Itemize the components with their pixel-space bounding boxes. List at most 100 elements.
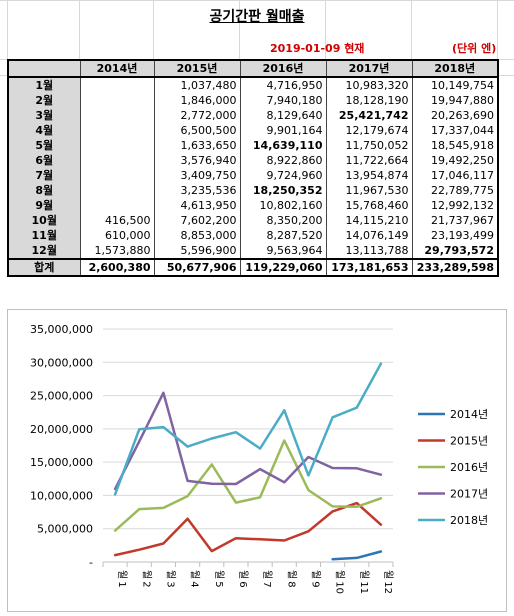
value-cell[interactable]: 11,722,664 (325, 153, 413, 168)
value-cell[interactable]: 10,149,754 (411, 77, 499, 93)
value-cell[interactable]: 5,596,900 (153, 243, 241, 259)
month-label-cell[interactable]: 1월 (7, 77, 81, 93)
value-cell[interactable]: 8,287,520 (239, 228, 327, 243)
value-cell[interactable]: 14,115,210 (325, 213, 413, 228)
header-cell[interactable]: 2017년 (325, 59, 413, 78)
value-cell[interactable]: 10,983,320 (325, 77, 413, 93)
header-cell[interactable]: 2014년 (79, 59, 155, 78)
value-cell[interactable]: 8,129,640 (239, 108, 327, 123)
header-cell[interactable]: 2015년 (153, 59, 241, 78)
value-cell[interactable]: 2,772,000 (153, 108, 241, 123)
value-cell[interactable]: 13,954,874 (325, 168, 413, 183)
gridline (153, 0, 154, 59)
month-label-cell[interactable]: 9월 (7, 198, 81, 213)
value-cell[interactable]: 14,639,110 (239, 138, 327, 153)
value-cell[interactable]: 50,677,906 (153, 258, 241, 277)
value-cell[interactable] (79, 77, 155, 93)
value-cell[interactable]: 21,737,967 (411, 213, 499, 228)
header-cell[interactable]: 2016년 (239, 59, 327, 78)
value-cell[interactable]: 22,789,775 (411, 183, 499, 198)
gridline (239, 0, 240, 59)
x-tick-number: 5 (213, 581, 224, 587)
table-row: 10월 416,500 7,602,200 8,350,200 14,115,210 21… (7, 213, 499, 228)
value-cell[interactable]: 3,409,750 (153, 168, 241, 183)
value-cell[interactable]: 8,922,860 (239, 153, 327, 168)
value-cell[interactable]: 9,724,960 (239, 168, 327, 183)
value-cell[interactable] (79, 198, 155, 213)
value-cell[interactable]: 3,235,536 (153, 183, 241, 198)
value-cell[interactable]: 1,633,650 (153, 138, 241, 153)
value-cell[interactable] (79, 153, 155, 168)
value-cell[interactable]: 7,940,180 (239, 93, 327, 108)
month-label-cell[interactable]: 4월 (7, 123, 81, 138)
value-cell[interactable]: 17,337,044 (411, 123, 499, 138)
series-line-4 (113, 391, 383, 491)
month-label-cell[interactable]: 11월 (7, 228, 81, 243)
value-cell[interactable] (79, 168, 155, 183)
month-label-cell[interactable]: 10월 (7, 213, 81, 228)
value-cell[interactable] (79, 93, 155, 108)
y-tick-label: 10,000,000 (30, 489, 93, 502)
month-label-cell[interactable]: 5월 (7, 138, 81, 153)
chart-object[interactable]: - 5,000,000 10,000,000 15,000,000 20,000,000… (7, 309, 507, 612)
value-cell[interactable]: 20,263,690 (411, 108, 499, 123)
value-cell[interactable]: 233,289,598 (411, 258, 499, 277)
value-cell[interactable]: 18,128,190 (325, 93, 413, 108)
value-cell[interactable]: 119,229,060 (239, 258, 327, 277)
value-cell[interactable]: 2,600,380 (79, 258, 155, 277)
value-cell[interactable]: 3,576,940 (153, 153, 241, 168)
total-label-cell[interactable]: 합계 (7, 258, 81, 277)
value-cell[interactable]: 8,350,200 (239, 213, 327, 228)
value-cell[interactable]: 29,793,572 (411, 243, 499, 259)
value-cell[interactable] (79, 123, 155, 138)
value-cell[interactable]: 23,193,499 (411, 228, 499, 243)
value-cell[interactable]: 4,613,950 (153, 198, 241, 213)
table-row: 1월 1,037,480 4,716,950 10,983,320 10,149,754 (7, 77, 499, 93)
value-cell[interactable]: 13,113,788 (325, 243, 413, 259)
month-label-cell[interactable]: 12월 (7, 243, 81, 259)
value-cell[interactable]: 9,563,964 (239, 243, 327, 259)
value-cell[interactable]: 12,992,132 (411, 198, 499, 213)
month-label-cell[interactable]: 6월 (7, 153, 81, 168)
month-label-cell[interactable]: 7월 (7, 168, 81, 183)
legend-entry: 2017년 (450, 488, 488, 501)
value-cell[interactable]: 610,000 (79, 228, 155, 243)
value-cell[interactable] (79, 183, 155, 198)
value-cell[interactable]: 18,250,352 (239, 183, 327, 198)
value-cell[interactable]: 8,853,000 (153, 228, 241, 243)
header-cell[interactable] (7, 59, 81, 78)
value-cell[interactable]: 11,750,052 (325, 138, 413, 153)
x-tick-suffix: 월 (382, 570, 394, 579)
x-tick-label: 월2 (140, 570, 152, 588)
value-cell[interactable]: 19,492,250 (411, 153, 499, 168)
header-cell[interactable]: 2018년 (411, 59, 499, 78)
x-tick-number: 9 (309, 581, 320, 587)
value-cell[interactable]: 10,802,160 (239, 198, 327, 213)
value-cell[interactable]: 1,846,000 (153, 93, 241, 108)
x-tick-number: 6 (237, 581, 248, 587)
value-cell[interactable]: 9,901,164 (239, 123, 327, 138)
value-cell[interactable]: 173,181,653 (325, 258, 413, 277)
value-cell[interactable]: 19,947,880 (411, 93, 499, 108)
x-tick-number: 11 (358, 581, 369, 594)
x-tick-number: 12 (382, 581, 393, 594)
value-cell[interactable]: 7,602,200 (153, 213, 241, 228)
value-cell[interactable]: 11,967,530 (325, 183, 413, 198)
value-cell[interactable] (79, 108, 155, 123)
month-label-cell[interactable]: 3월 (7, 108, 81, 123)
table-row: 3월 2,772,000 8,129,640 25,421,742 20,263,690 (7, 108, 499, 123)
value-cell[interactable]: 14,076,149 (325, 228, 413, 243)
value-cell[interactable]: 15,768,460 (325, 198, 413, 213)
value-cell[interactable]: 1,037,480 (153, 77, 241, 93)
value-cell[interactable]: 6,500,500 (153, 123, 241, 138)
value-cell[interactable] (79, 138, 155, 153)
value-cell[interactable]: 25,421,742 (325, 108, 413, 123)
value-cell[interactable]: 17,046,117 (411, 168, 499, 183)
month-label-cell[interactable]: 8월 (7, 183, 81, 198)
value-cell[interactable]: 1,573,880 (79, 243, 155, 259)
month-label-cell[interactable]: 2월 (7, 93, 81, 108)
value-cell[interactable]: 12,179,674 (325, 123, 413, 138)
value-cell[interactable]: 4,716,950 (239, 77, 327, 93)
value-cell[interactable]: 416,500 (79, 213, 155, 228)
value-cell[interactable]: 18,545,918 (411, 138, 499, 153)
